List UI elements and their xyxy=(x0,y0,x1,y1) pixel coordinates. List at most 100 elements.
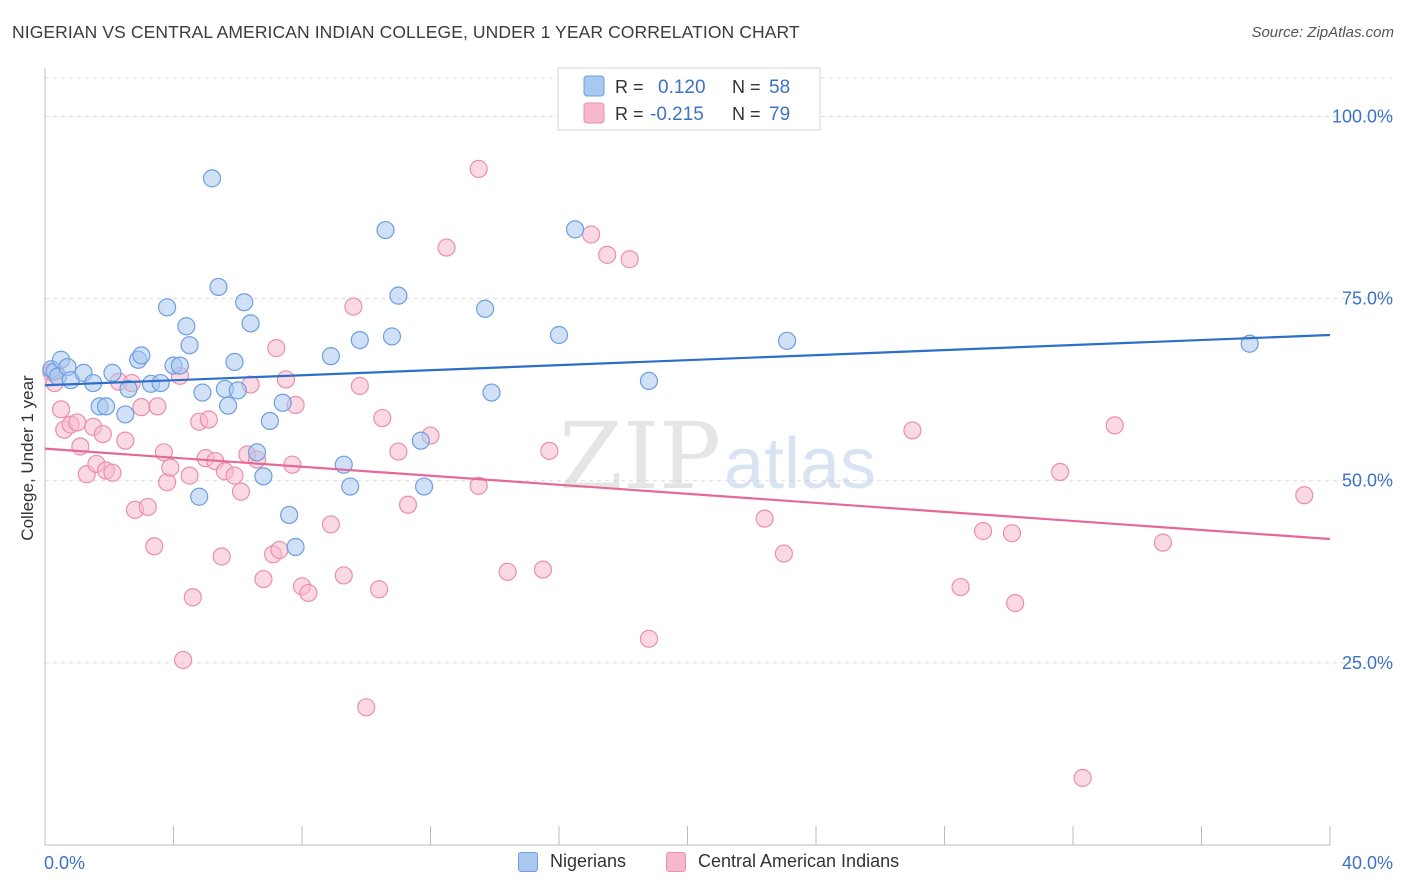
central-american-indian-point xyxy=(183,588,202,607)
nigerian-point xyxy=(482,383,501,402)
central-american-indians-trend-line xyxy=(44,447,1331,541)
central-american-indian-point xyxy=(334,566,353,585)
central-american-indian-point xyxy=(398,495,418,514)
watermark-atlas: atlas xyxy=(724,424,876,504)
y-axis-label: College, Under 1 year xyxy=(18,375,37,541)
central-american-indian-point xyxy=(212,547,231,566)
central-american-indian-point xyxy=(1073,768,1092,788)
nigerian-point xyxy=(549,325,569,345)
nigerian-point xyxy=(177,317,196,336)
y-tick-label: 25.0% xyxy=(1342,653,1393,673)
central-american-indian-point xyxy=(350,376,369,396)
central-american-indian-point xyxy=(138,497,157,517)
legend-r-value-2: -0.215 xyxy=(650,104,704,125)
axes: 25.0% 50.0% 75.0% 100.0% 0.0% 40.0% xyxy=(44,68,1393,873)
central-american-indian-point xyxy=(540,441,559,460)
nigerian-point xyxy=(219,396,238,415)
central-american-indian-point xyxy=(1105,416,1124,435)
legend-r-label-2: R = xyxy=(615,104,644,124)
trend-lines xyxy=(44,333,1331,541)
central-american-indian-point xyxy=(437,238,456,257)
central-american-indian-point xyxy=(93,424,112,444)
x-tick-label-min: 0.0% xyxy=(44,853,85,873)
nigerian-point xyxy=(280,505,299,525)
nigerian-point xyxy=(273,393,292,412)
nigerians-swatch xyxy=(518,851,538,872)
nigerian-point xyxy=(241,314,260,333)
nigerian-point xyxy=(411,431,430,450)
central-american-indian-point xyxy=(903,421,922,440)
central-american-indian-point xyxy=(370,580,389,599)
central-american-indian-point xyxy=(582,225,601,244)
nigerian-point xyxy=(286,537,305,557)
nigerian-point xyxy=(225,352,244,372)
nigerian-point xyxy=(151,373,170,393)
bottom-legend: Nigerians Central American Indians xyxy=(0,851,1406,879)
bottom-legend-item-nigerians: Nigerians xyxy=(518,851,626,872)
central-american-indian-point xyxy=(321,515,341,534)
central-american-indian-point xyxy=(598,245,617,264)
legend-swatch-nigerians xyxy=(583,75,605,97)
stats-legend: R = 0.120 N = 58 R = -0.215 N = 79 xyxy=(557,67,821,131)
central-american-indian-point xyxy=(1153,533,1173,552)
nigerian-point xyxy=(170,356,190,375)
central-american-indian-point xyxy=(225,466,244,485)
nigerian-point xyxy=(228,381,247,400)
central-american-indian-point xyxy=(469,159,488,178)
central-american-indian-point xyxy=(755,509,774,528)
legend-n-value-2: 79 xyxy=(769,104,790,125)
central-american-indian-point xyxy=(174,650,193,670)
nigerian-point xyxy=(119,379,138,399)
nigerian-point xyxy=(376,220,395,240)
central-american-indian-point xyxy=(231,482,251,501)
x-tick-label-max: 40.0% xyxy=(1342,853,1393,873)
central-american-indian-point xyxy=(254,569,273,589)
bottom-legend-label-nigerians: Nigerians xyxy=(550,851,627,871)
central-american-indian-point xyxy=(116,431,135,450)
nigerian-point xyxy=(254,467,273,486)
central-american-indian-point xyxy=(132,398,151,417)
nigerians-trend-line xyxy=(44,333,1331,387)
legend-swatch-central-american-indians xyxy=(583,102,605,124)
central-american-indian-point xyxy=(951,577,970,597)
nigerian-point xyxy=(103,363,122,382)
legend-r-label-1: R = xyxy=(615,77,644,97)
central-american-indian-point xyxy=(1295,486,1314,505)
data-points xyxy=(42,159,1314,788)
bottom-legend-item-central-american-indians: Central American Indians xyxy=(666,851,899,872)
central-american-indians-swatch xyxy=(666,851,686,872)
bottom-legend-label-central-american-indians: Central American Indians xyxy=(698,851,900,871)
nigerian-point xyxy=(190,487,209,506)
central-american-indian-point xyxy=(973,521,993,541)
nigerian-point xyxy=(1240,334,1259,353)
central-american-indian-point xyxy=(373,408,392,428)
central-american-indian-point xyxy=(389,442,408,461)
nigerian-point xyxy=(414,477,434,496)
nigerian-point xyxy=(235,293,254,312)
nigerian-point xyxy=(639,371,659,390)
source-credit: Source: ZipAtlas.com xyxy=(1251,24,1394,41)
nigerian-point xyxy=(476,299,495,318)
central-american-indian-point xyxy=(533,560,553,579)
central-american-indian-point xyxy=(344,297,363,316)
central-american-indian-point xyxy=(498,562,517,581)
nigerian-point xyxy=(209,277,228,297)
nigerian-point xyxy=(193,383,212,402)
gridlines xyxy=(45,77,1392,664)
nigerian-point xyxy=(565,220,585,239)
legend-n-label-1: N = xyxy=(732,77,761,97)
central-american-indian-point xyxy=(1051,462,1070,482)
nigerian-point xyxy=(247,443,267,462)
central-american-indian-point xyxy=(469,476,488,495)
nigerian-point xyxy=(341,477,360,496)
watermark-zip: ZIP xyxy=(559,403,721,510)
nigerian-point xyxy=(132,346,151,365)
nigerian-point xyxy=(389,286,408,305)
nigerian-point xyxy=(777,331,797,350)
y-tick-label: 100.0% xyxy=(1332,106,1393,126)
legend-r-value-1: 0.120 xyxy=(658,77,706,98)
nigerian-point xyxy=(202,169,222,188)
legend-n-value-1: 58 xyxy=(769,77,790,98)
chart-title: NIGERIAN VS CENTRAL AMERICAN INDIAN COLL… xyxy=(12,22,800,42)
nigerian-point xyxy=(321,347,341,366)
